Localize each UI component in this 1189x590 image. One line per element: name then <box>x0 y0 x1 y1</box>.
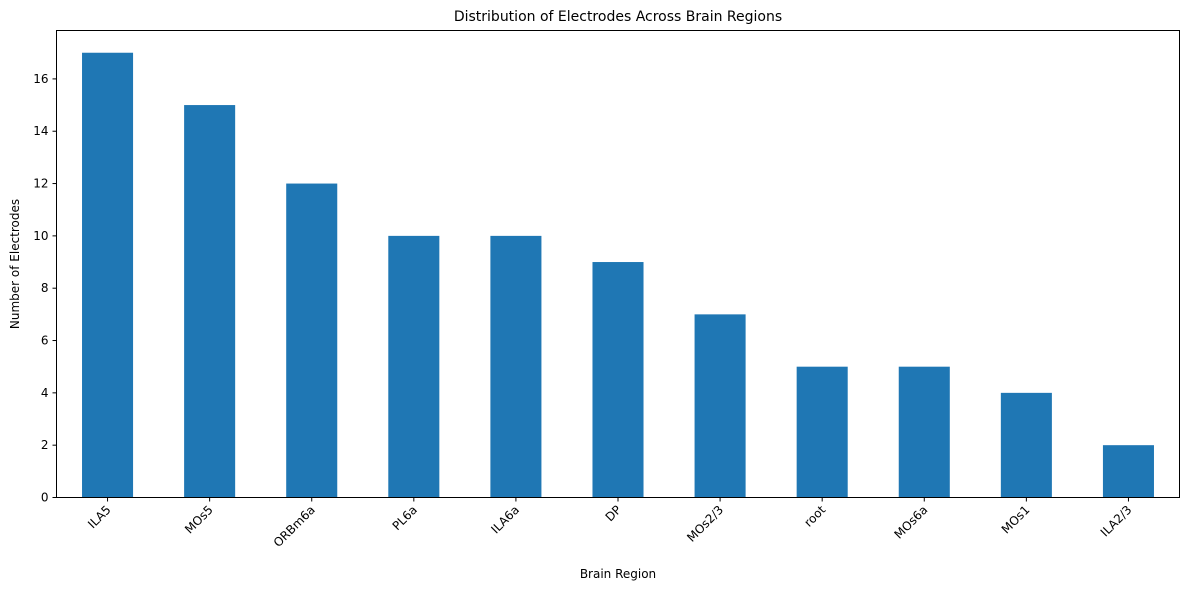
y-tick-label: 12 <box>33 177 48 191</box>
x-tick-label: MOs5 <box>182 503 216 537</box>
bar-mos2-3 <box>694 314 746 498</box>
plot-frame <box>56 30 1180 498</box>
bar-pl6a <box>388 235 440 498</box>
x-tick-label: DP <box>603 503 625 525</box>
x-tick-label: root <box>801 503 828 530</box>
bar-mos1 <box>1000 392 1052 498</box>
x-tick-label: MOs2/3 <box>684 503 726 545</box>
y-tick-label: 8 <box>41 281 49 295</box>
bar-mos5 <box>184 105 236 498</box>
bar-dp <box>592 262 644 498</box>
bars-group <box>82 52 1154 498</box>
x-tick-label: MOs1 <box>999 503 1033 537</box>
y-tick-label: 0 <box>41 491 49 505</box>
y-tick-label: 10 <box>33 229 48 243</box>
y-axis-ticks: 0 2 4 6 8 10 12 14 16 <box>33 72 57 505</box>
bar-orbm6a <box>286 183 338 498</box>
x-axis-ticks: ILA5 MOs5 ORBm6a PL6a ILA6a DP MOs2/3 root MOs6a… <box>85 497 1135 550</box>
y-axis-label: Number of Electrodes <box>8 199 22 329</box>
chart-title: Distribution of Electrodes Across Brain … <box>454 9 782 25</box>
y-tick-label: 16 <box>33 72 48 86</box>
y-tick-label: 6 <box>41 334 49 348</box>
bar-mos6a <box>898 366 950 498</box>
x-tick-label: ILA2/3 <box>1098 503 1135 540</box>
y-tick-label: 2 <box>41 438 49 452</box>
bar-ila2-3 <box>1102 445 1154 498</box>
x-tick-label: PL6a <box>390 503 420 533</box>
x-tick-label: ILA6a <box>488 503 522 537</box>
bar-ila6a <box>490 235 542 498</box>
x-tick-label: ILA5 <box>85 503 114 532</box>
y-tick-label: 14 <box>33 124 48 138</box>
bar-ila5 <box>82 52 134 498</box>
y-tick-label: 4 <box>41 386 49 400</box>
x-tick-label: ORBm6a <box>271 503 318 550</box>
x-axis-label: Brain Region <box>580 567 656 581</box>
bar-root <box>796 366 848 498</box>
x-tick-label: MOs6a <box>891 503 930 542</box>
